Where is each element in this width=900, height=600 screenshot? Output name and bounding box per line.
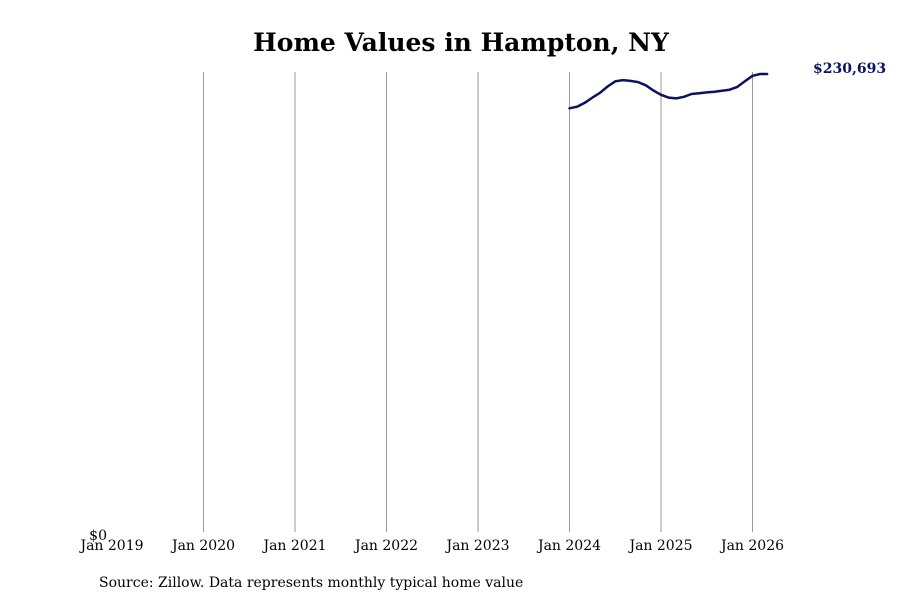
x-axis-ticks: Jan 2019 Jan 2020 Jan 2021 Jan 2022 Jan 2023… — [78, 538, 784, 554]
x-tick-label: Jan 2019 — [78, 538, 143, 554]
x-tick-label: Jan 2023 — [444, 538, 509, 554]
x-tick-label: Jan 2020 — [170, 538, 235, 554]
x-tick-label: Jan 2024 — [536, 538, 601, 554]
series-layer: $230,693 — [568, 61, 886, 110]
gridlines — [203, 72, 753, 532]
x-tick-label: Jan 2025 — [627, 538, 692, 554]
last-value-label: $230,693 — [813, 61, 886, 77]
series-line — [568, 72, 769, 110]
x-tick-label: Jan 2021 — [261, 538, 326, 554]
x-tick-label: Jan 2022 — [353, 538, 418, 554]
x-tick-label: Jan 2026 — [719, 538, 784, 554]
chart-title: Home Values in Hampton, NY — [253, 28, 670, 57]
y-axis-zero-label: $0 — [89, 528, 107, 544]
source-note: Source: Zillow. Data represents monthly … — [99, 575, 523, 591]
